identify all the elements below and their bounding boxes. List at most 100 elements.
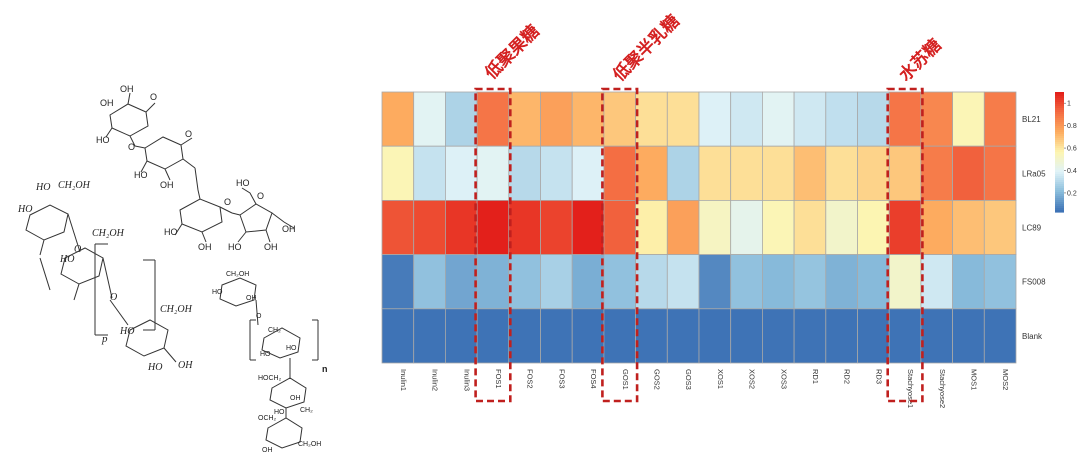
svg-text:HOCH₂: HOCH₂	[258, 375, 282, 382]
column-label-XOS3: XOS3	[779, 369, 788, 389]
heatmap-cell-FS008-Inulin2	[413, 254, 446, 310]
heatmap-cell-LRa05-Inulin1	[381, 145, 415, 201]
colorbar-segment	[1055, 206, 1064, 209]
svg-text:O: O	[257, 191, 264, 201]
heatmap-cell-LRa05-Stachyose2	[920, 145, 954, 201]
colorbar-segment	[1055, 92, 1064, 95]
svg-text:HO: HO	[164, 227, 178, 237]
svg-text:CH₂: CH₂	[268, 327, 281, 334]
heatmap-cell-Blank-Stachyose1	[888, 308, 922, 364]
heatmap-cell-BL21-FOS2	[508, 91, 541, 147]
heatmap-cell-LRa05-GOS3	[666, 145, 700, 201]
colorbar-segment	[1055, 202, 1064, 205]
svg-text:HO: HO	[17, 204, 32, 215]
column-label-Stachyose1: Stachyose1	[906, 369, 915, 408]
colorbar-segment	[1055, 178, 1064, 181]
colorbar-segment	[1055, 122, 1064, 125]
svg-text:O: O	[128, 142, 135, 152]
column-label-FOS4: FOS4	[589, 369, 598, 389]
heatmap-cell-LC89-Inulin3	[444, 199, 478, 255]
row-label-FS008: FS008	[1022, 278, 1046, 287]
highlight-boxes	[474, 87, 924, 403]
heatmap-cell-FS008-GOS1	[603, 254, 637, 310]
colorbar-segment	[1055, 96, 1064, 99]
heatmap-cell-Blank-XOS2	[730, 308, 763, 364]
heatmap-cell-FS008-Inulin1	[381, 254, 415, 310]
raffinose-structure	[105, 92, 295, 243]
heatmap-cell-BL21-Inulin1	[381, 91, 415, 147]
heatmap-cell-BL21-XOS3	[762, 91, 795, 147]
row-label-LC89: LC89	[1022, 224, 1042, 233]
heatmap-cell-BL21-MOS2	[983, 91, 1017, 147]
colorbar-tick-label: 1	[1067, 101, 1071, 108]
heatmap-cell-LC89-XOS1	[698, 199, 732, 255]
heatmap-cell-LC89-Stachyose2	[920, 199, 954, 255]
heatmap-cell-Blank-FOS3	[540, 308, 573, 364]
colorbar-segment	[1055, 110, 1064, 113]
heatmap-cell-FS008-GOS2	[635, 254, 668, 310]
svg-text:HO: HO	[96, 135, 110, 145]
colorbar-segment	[1055, 166, 1064, 169]
heatmap-cell-Blank-GOS1	[603, 308, 637, 364]
colorbar-segment	[1055, 124, 1064, 127]
svg-text:O: O	[74, 244, 81, 255]
colorbar-segment	[1055, 160, 1064, 163]
heatmap-cell-LC89-FOS4	[571, 199, 605, 255]
svg-text:OH: OH	[290, 395, 301, 402]
heatmap-cell-BL21-GOS1	[603, 91, 637, 147]
heatmap-cell-BL21-RD2	[825, 91, 858, 147]
colorbar-tick-label: 0.6	[1067, 146, 1077, 153]
heatmap-cell-FS008-Stachyose2	[920, 254, 954, 310]
heatmap-cell-BL21-FOS1	[476, 91, 510, 147]
svg-text:CH₂OH: CH₂OH	[92, 228, 125, 239]
svg-text:O: O	[110, 292, 117, 303]
colorbar-segment	[1055, 144, 1064, 147]
column-label-RD2: RD2	[843, 369, 852, 384]
heatmap-cell-Blank-Inulin3	[444, 308, 478, 364]
heatmap-cell-FS008-GOS3	[666, 254, 700, 310]
heatmap-cell-Blank-GOS2	[635, 308, 668, 364]
heatmap-cell-Blank-MOS1	[952, 308, 985, 364]
heatmap-cell-LC89-RD1	[793, 199, 827, 255]
inulin-structure	[25, 204, 177, 363]
svg-text:OH: OH	[262, 447, 273, 454]
heatmap-cell-LC89-FOS2	[508, 199, 541, 255]
heatmap-cell-LRa05-RD1	[793, 145, 827, 201]
column-label-GOS2: GOS2	[652, 369, 661, 390]
colorbar-segment	[1055, 176, 1064, 179]
colorbar-segment	[1055, 154, 1064, 157]
heatmap-cell-FS008-FOS3	[540, 254, 573, 310]
heatmap-cell-BL21-MOS1	[952, 91, 985, 147]
heatmap-cell-LRa05-XOS2	[730, 145, 763, 201]
heatmap-cell-FS008-Stachyose1	[888, 254, 922, 310]
heatmap-cell-LC89-Inulin2	[413, 199, 446, 255]
colorbar-segment	[1055, 172, 1064, 175]
svg-text:OH: OH	[160, 180, 174, 190]
heatmap-cell-BL21-GOS2	[635, 91, 668, 147]
colorbar-segment	[1055, 204, 1064, 207]
svg-text:OH: OH	[246, 295, 257, 302]
colorbar-tick-label: 0.2	[1067, 190, 1077, 197]
heatmap-cell-Blank-FOS4	[571, 308, 605, 364]
colorbar-segment	[1055, 182, 1064, 185]
heatmap-cell-FS008-XOS3	[762, 254, 795, 310]
heatmap-cell-BL21-Inulin2	[413, 91, 446, 147]
heatmap-cell-LRa05-FOS1	[476, 145, 510, 201]
colorbar-segment	[1055, 116, 1064, 119]
colorbar-segment	[1055, 108, 1064, 111]
colorbar-segment	[1055, 180, 1064, 183]
repeat-label-n: n	[322, 364, 328, 374]
svg-text:OH: OH	[198, 242, 212, 252]
svg-text:CH₂OH: CH₂OH	[298, 441, 321, 448]
heatmap-cell-LC89-Stachyose1	[888, 199, 922, 255]
heatmap-cell-FS008-RD3	[857, 254, 890, 310]
svg-text:OH: OH	[264, 242, 278, 252]
svg-text:O: O	[150, 92, 157, 102]
colorbar-segment	[1055, 168, 1064, 171]
colorbar-segment	[1055, 126, 1064, 129]
heatmap-cell-LC89-MOS1	[952, 199, 985, 255]
row-label-LRa05: LRa05	[1022, 169, 1046, 178]
heatmap-cell-Blank-FOS1	[476, 308, 510, 364]
